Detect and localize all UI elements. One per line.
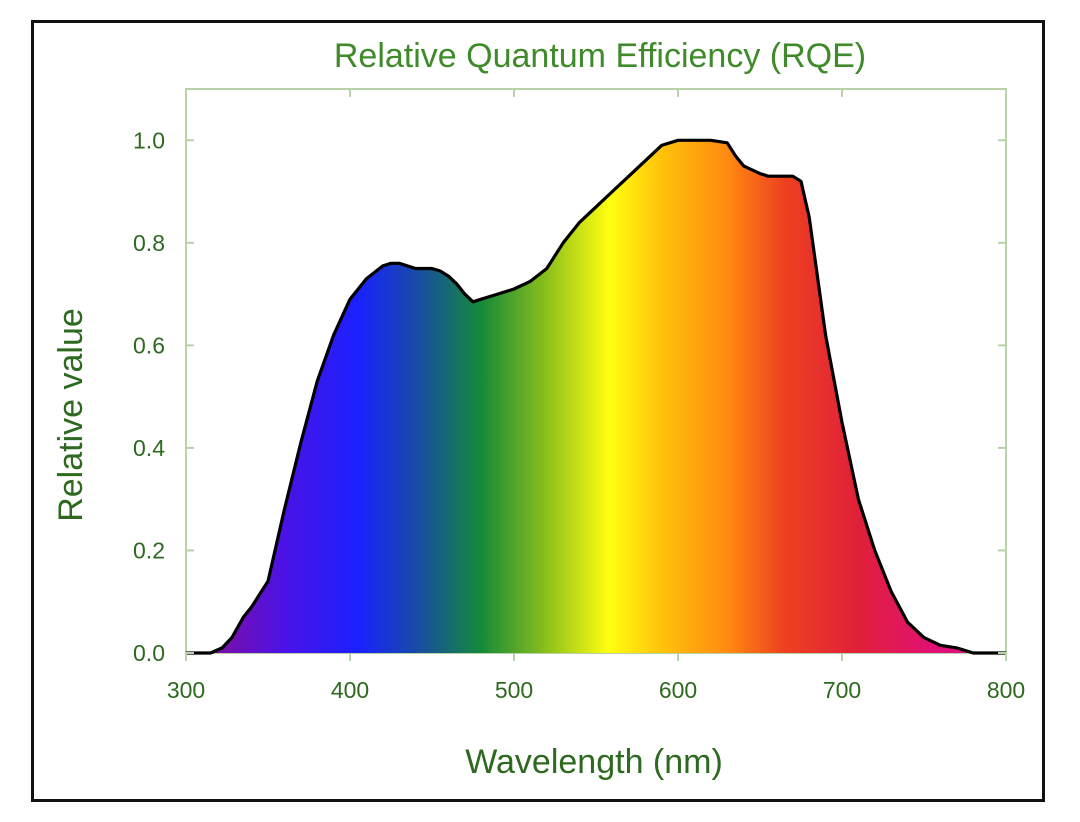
y-tick-label: 0.6	[133, 332, 165, 358]
y-axis-ticks: 0.0 0.2 0.4 0.6 0.8 1.0	[133, 127, 1006, 666]
x-axis-ticks: 300 400 500 600 700 800	[167, 89, 1025, 703]
rqe-curve-line	[186, 138, 1006, 655]
y-axis-title: Relative value	[52, 308, 90, 522]
y-tick-label: 0.8	[133, 230, 165, 256]
y-tick-label: 0.2	[133, 537, 165, 563]
x-tick-label: 800	[987, 677, 1025, 703]
y-tick-label: 0.4	[133, 435, 165, 461]
chart-frame: Relative Quantum Efficiency (RQE) 300 400…	[31, 20, 1045, 802]
rqe-chart: Relative Quantum Efficiency (RQE) 300 400…	[52, 37, 1025, 781]
x-tick-label: 700	[823, 677, 861, 703]
rqe-area-fill	[186, 140, 1006, 654]
x-tick-label: 600	[659, 677, 697, 703]
x-axis-title: Wavelength (nm)	[465, 743, 723, 781]
y-tick-label: 1.0	[133, 127, 165, 153]
y-tick-label: 0.0	[133, 640, 165, 666]
x-tick-label: 400	[331, 677, 369, 703]
x-tick-label: 300	[167, 677, 205, 703]
chart-title: Relative Quantum Efficiency (RQE)	[334, 37, 866, 75]
x-tick-label: 500	[495, 677, 533, 703]
